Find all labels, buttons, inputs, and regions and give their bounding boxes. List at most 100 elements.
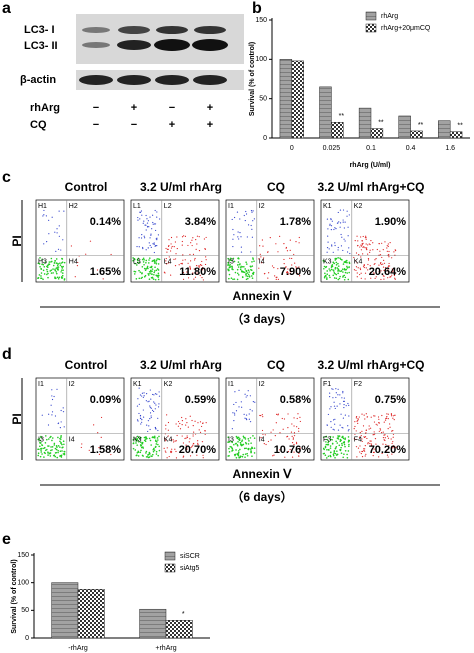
percent: 7.90% xyxy=(280,266,311,278)
legend-label: rhArg+20μmCQ xyxy=(381,25,431,32)
dots xyxy=(132,209,207,281)
quadrant-label: F2 xyxy=(354,381,362,388)
axis-label: Annexin Ⅴ xyxy=(233,289,293,303)
legend-swatch xyxy=(365,23,377,33)
x-tick-label: 0.4 xyxy=(406,145,416,152)
y-tick-label: 100 xyxy=(255,56,267,63)
quadrant-label: L4 xyxy=(164,259,172,266)
bar xyxy=(165,620,193,639)
percent: 1.58% xyxy=(90,444,121,456)
percent: 70.20% xyxy=(369,444,407,456)
dots xyxy=(37,209,112,281)
quadrant-label: K3 xyxy=(133,437,142,444)
duration: （6 days） xyxy=(231,489,292,504)
quadrant-label: H1 xyxy=(38,203,47,210)
quadrant-label: F4 xyxy=(354,437,362,444)
percent: 0.59% xyxy=(185,394,216,406)
plot-frame xyxy=(130,377,220,461)
panel-letter: a xyxy=(2,0,11,17)
percent: 20.64% xyxy=(369,266,407,278)
y-tick-label: 100 xyxy=(17,580,29,587)
axis-label: Annexin Ⅴ xyxy=(233,467,293,481)
percent: 3.84% xyxy=(185,216,216,228)
y-tick-label: 0 xyxy=(263,135,267,142)
significance: * xyxy=(182,611,185,618)
dots xyxy=(132,387,207,459)
legend-swatch xyxy=(365,11,377,21)
significance: ** xyxy=(457,123,463,130)
quadrant-label: I2 xyxy=(259,381,265,388)
sign: + xyxy=(169,119,175,131)
plot-frame xyxy=(225,377,315,461)
plot-title: Control xyxy=(65,180,108,194)
quadrant-label: I1 xyxy=(228,381,234,388)
quadrant-label: I1 xyxy=(228,203,234,210)
legend-swatch xyxy=(164,563,176,573)
quadrant-label: I1 xyxy=(38,381,44,388)
panel-letter: e xyxy=(2,531,11,548)
bar xyxy=(51,582,79,639)
x-tick-label: 0 xyxy=(290,145,294,152)
row-label: CQ xyxy=(30,119,47,131)
plot-title: CQ xyxy=(267,180,285,194)
quadrant-label: L1 xyxy=(133,203,141,210)
bar xyxy=(398,115,411,139)
percent: 1.65% xyxy=(90,266,121,278)
percent: 1.90% xyxy=(375,216,406,228)
y-axis-label: Survival (% of control) xyxy=(249,42,256,116)
bar xyxy=(449,131,463,139)
percent: 10.76% xyxy=(274,444,312,456)
y-tick-label: 150 xyxy=(255,17,267,24)
percent: 20.70% xyxy=(179,444,217,456)
bar xyxy=(319,86,332,139)
quadrant-label: F3 xyxy=(323,437,331,444)
x-tick-label: 0.1 xyxy=(366,145,376,152)
plot-title: 3.2 U/ml rhArg xyxy=(140,358,222,372)
quadrant-label: K1 xyxy=(133,381,142,388)
panel-letter: d xyxy=(2,346,12,363)
quadrant-label: K2 xyxy=(354,203,363,210)
x-axis-label: rhArg (U/ml) xyxy=(350,162,391,169)
legend-label: siSCR xyxy=(180,553,200,560)
panel-letter: c xyxy=(2,169,11,186)
axis-label: PI xyxy=(10,235,24,246)
legend-label: rhArg xyxy=(381,13,398,20)
plot-title: Control xyxy=(65,358,108,372)
x-tick-label: 1.6 xyxy=(445,145,455,152)
quadrant-label: H4 xyxy=(69,259,78,266)
percent: 11.80% xyxy=(179,266,216,278)
bar xyxy=(331,122,344,139)
quadrant-label: I3 xyxy=(228,259,234,266)
quadrant-label: I2 xyxy=(69,381,75,388)
quadrant-label: K4 xyxy=(354,259,363,266)
bar xyxy=(358,107,372,139)
bar xyxy=(291,60,304,139)
dots xyxy=(322,388,397,459)
sign: − xyxy=(93,119,99,131)
sign: + xyxy=(131,102,137,114)
panel-letter: b xyxy=(252,0,262,17)
quadrant-label: I4 xyxy=(259,259,265,266)
dots xyxy=(227,389,301,459)
bar xyxy=(370,128,384,139)
percent: 0.14% xyxy=(90,216,121,228)
quadrant-label: L3 xyxy=(133,259,141,266)
bar xyxy=(77,589,105,639)
bar xyxy=(438,120,451,139)
percent: 0.75% xyxy=(375,394,406,406)
dots xyxy=(37,388,112,459)
axis-label: PI xyxy=(10,413,24,424)
plot-frame xyxy=(35,199,125,283)
sign: + xyxy=(207,119,213,131)
quadrant-label: I4 xyxy=(69,437,75,444)
sign: − xyxy=(131,119,137,131)
x-tick-label: +rhArg xyxy=(155,645,176,652)
plot-title: 3.2 U/ml rhArg xyxy=(140,180,222,194)
plot-title: CQ xyxy=(267,358,285,372)
quadrant-label: K2 xyxy=(164,381,173,388)
band-label: LC3- II xyxy=(24,40,58,52)
bar xyxy=(139,608,167,639)
quadrant-label: L2 xyxy=(164,203,172,210)
percent: 0.09% xyxy=(90,394,121,406)
